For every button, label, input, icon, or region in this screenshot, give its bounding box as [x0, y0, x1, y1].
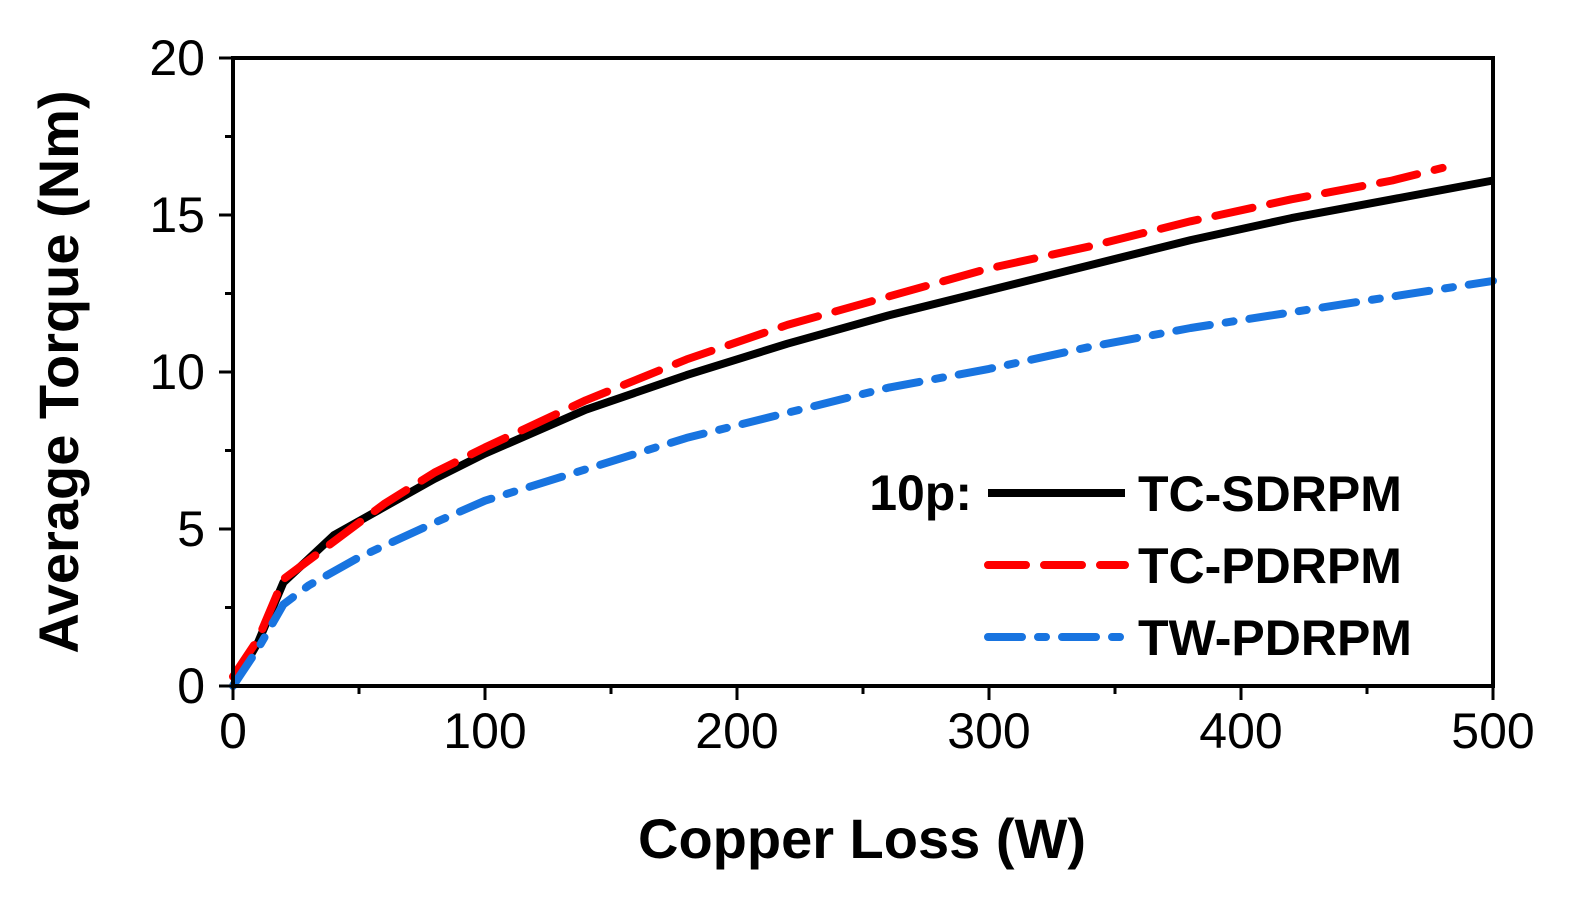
y-tick-label: 15 [149, 187, 205, 243]
x-tick-label: 100 [443, 703, 526, 759]
legend-label-tc-pdrpm: TC-PDRPM [1138, 538, 1402, 594]
series-layer [229, 163, 1497, 690]
legend-label-tc-sdrpm: TC-SDRPM [1138, 466, 1402, 522]
x-tick-label: 200 [695, 703, 778, 759]
series-line-tc-sdrpm [229, 176, 1494, 688]
series-line-tw-pdrpm [229, 276, 1497, 690]
series-line-tc-pdrpm [229, 163, 1447, 681]
y-axis-title: Average Torque (Nm) [27, 90, 90, 653]
x-tick-label: 0 [219, 703, 247, 759]
legend-label-tw-pdrpm: TW-PDRPM [1138, 610, 1412, 666]
x-tick-label: 400 [1199, 703, 1282, 759]
legend: 10p: TC-SDRPM TC-PDRPM TW-PDRPM [869, 465, 1412, 666]
legend-prefix: 10p: [869, 465, 972, 521]
x-axis-title: Copper Loss (W) [638, 807, 1086, 870]
y-tick-label: 5 [177, 501, 205, 557]
x-tick-label: 500 [1451, 703, 1534, 759]
y-tick-label: 20 [149, 30, 205, 86]
y-tick-label: 10 [149, 344, 205, 400]
x-tick-label: 300 [947, 703, 1030, 759]
tick-layer: 0 100 200 300 400 500 0 5 10 15 20 [149, 30, 1534, 759]
y-tick-label: 0 [177, 658, 205, 714]
